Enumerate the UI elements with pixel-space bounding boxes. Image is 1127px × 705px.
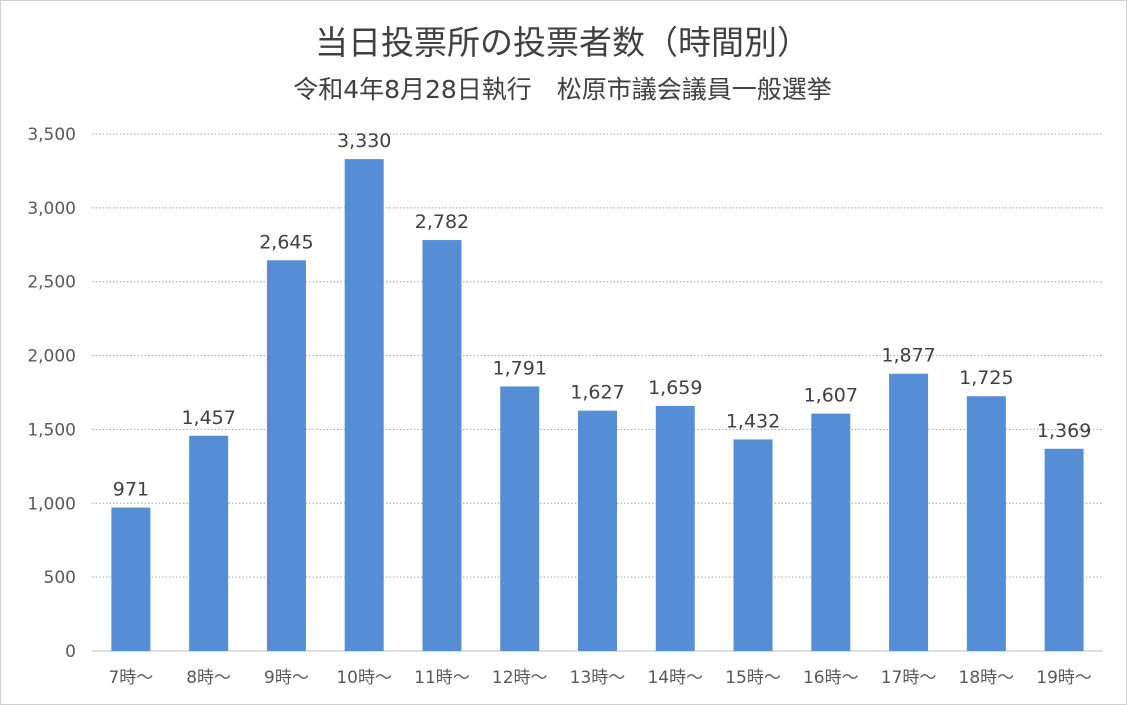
bar xyxy=(655,405,695,651)
data-label: 1,369 xyxy=(1037,420,1091,442)
x-tick-label: 10時～ xyxy=(336,668,392,688)
bar xyxy=(1044,448,1084,651)
x-tick-label: 13時～ xyxy=(570,668,626,688)
y-tick-label: 500 xyxy=(44,568,76,588)
data-label: 1,627 xyxy=(570,382,624,404)
bar xyxy=(189,435,229,651)
chart-subtitle: 令和4年8月28日執行 松原市議会議員一般選挙 xyxy=(293,75,832,104)
bar xyxy=(422,240,462,652)
data-label: 1,659 xyxy=(648,377,702,399)
y-tick-label: 0 xyxy=(65,642,76,662)
x-tick-label: 16時～ xyxy=(803,668,859,688)
data-label: 3,330 xyxy=(337,130,391,152)
y-tick-label: 2,000 xyxy=(27,347,76,367)
data-label: 2,782 xyxy=(415,211,469,233)
bar xyxy=(966,396,1006,651)
bar xyxy=(811,413,851,651)
data-label: 1,877 xyxy=(881,345,935,367)
data-label: 971 xyxy=(113,479,149,501)
bar xyxy=(111,507,151,651)
data-label: 2,645 xyxy=(259,231,313,253)
data-label: 1,725 xyxy=(959,367,1013,389)
x-tick-label: 8時～ xyxy=(186,668,231,688)
data-label: 1,607 xyxy=(804,385,858,407)
y-tick-label: 3,500 xyxy=(27,125,76,145)
y-tick-label: 3,000 xyxy=(27,199,76,219)
bar xyxy=(578,410,617,651)
bar xyxy=(344,159,384,651)
bar xyxy=(500,386,540,651)
bar xyxy=(889,373,929,651)
x-tick-label: 9時～ xyxy=(264,668,309,688)
bar xyxy=(266,260,306,651)
x-tick-label: 19時～ xyxy=(1036,668,1092,688)
y-tick-label: 1,000 xyxy=(27,494,76,514)
x-tick-label: 14時～ xyxy=(647,668,703,688)
data-label: 1,432 xyxy=(726,410,780,432)
x-tick-label: 7時～ xyxy=(108,668,153,688)
y-tick-label: 1,500 xyxy=(27,420,76,440)
x-tick-label: 11時～ xyxy=(414,668,470,688)
x-tick-label: 12時～ xyxy=(492,668,548,688)
x-tick-label: 18時～ xyxy=(959,668,1015,688)
chart-title: 当日投票所の投票者数（時間別） xyxy=(315,23,810,62)
data-label: 1,791 xyxy=(493,357,547,379)
y-tick-label: 2,500 xyxy=(27,273,76,293)
x-tick-label: 17時～ xyxy=(881,668,937,688)
bar xyxy=(733,439,773,651)
x-tick-label: 15時～ xyxy=(725,668,781,688)
data-label: 1,457 xyxy=(181,407,235,429)
